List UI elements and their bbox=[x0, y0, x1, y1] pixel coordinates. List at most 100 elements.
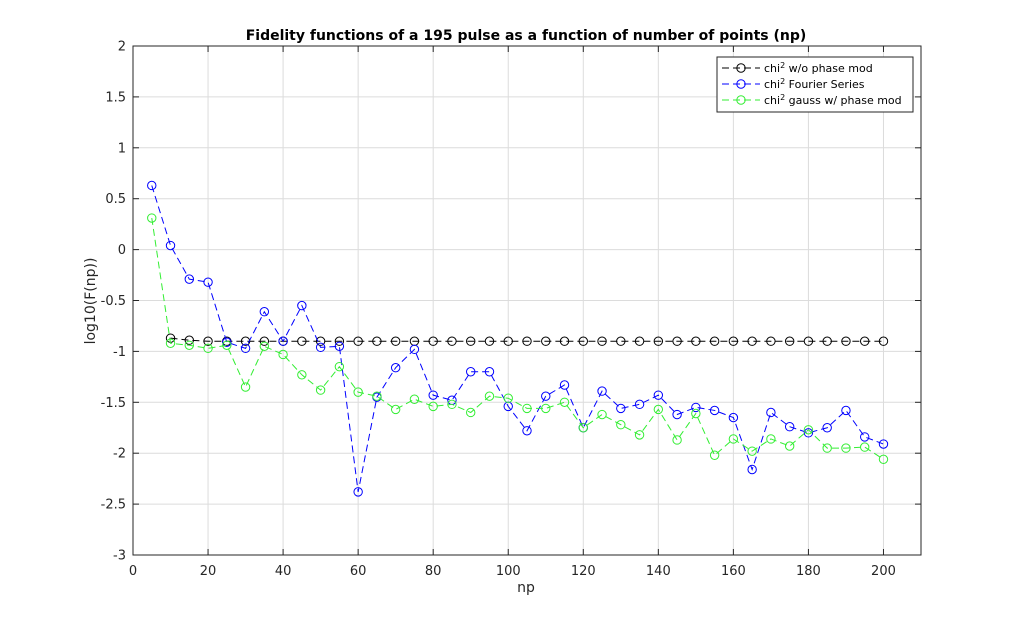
data-point bbox=[784, 441, 795, 451]
y-tick-label: 0 bbox=[118, 243, 126, 258]
data-point bbox=[597, 336, 607, 346]
data-point bbox=[672, 409, 682, 420]
data-point bbox=[728, 434, 739, 444]
data-point bbox=[222, 337, 232, 347]
data-point bbox=[409, 394, 420, 404]
data-point bbox=[165, 240, 176, 251]
legend-marker bbox=[736, 95, 746, 105]
data-point bbox=[353, 336, 363, 346]
data-point bbox=[597, 386, 607, 396]
data-point bbox=[447, 336, 457, 346]
data-point bbox=[878, 439, 889, 449]
data-point bbox=[428, 336, 438, 346]
data-point bbox=[747, 336, 757, 346]
data-point bbox=[634, 336, 645, 346]
data-point bbox=[597, 409, 607, 420]
data-point bbox=[784, 422, 795, 432]
data-point bbox=[522, 336, 532, 346]
data-point bbox=[541, 336, 551, 346]
legend: chi2 w/o phase mod chi2 Fourier Series chi… bbox=[716, 56, 914, 113]
data-point bbox=[297, 300, 307, 311]
data-point bbox=[766, 336, 776, 346]
series-layer bbox=[147, 180, 889, 497]
data-point bbox=[315, 342, 326, 353]
data-point bbox=[634, 399, 645, 410]
data-point bbox=[466, 407, 476, 418]
data-point bbox=[541, 391, 551, 401]
chart-title: Fidelity functions of a 195 pulse as a f… bbox=[246, 28, 807, 44]
data-point bbox=[390, 336, 401, 346]
y-tick-label: -3 bbox=[113, 549, 126, 564]
legend-entry: chi2 w/o phase mod bbox=[722, 61, 873, 75]
data-point bbox=[372, 391, 382, 401]
data-point bbox=[559, 380, 570, 390]
data-point bbox=[484, 367, 495, 377]
data-point bbox=[297, 336, 307, 346]
data-point bbox=[747, 446, 757, 456]
data-point bbox=[803, 336, 814, 346]
data-point bbox=[184, 274, 194, 284]
data-point bbox=[878, 336, 889, 346]
data-point bbox=[278, 349, 288, 360]
data-point bbox=[803, 428, 814, 438]
data-point bbox=[841, 405, 851, 416]
data-point bbox=[860, 442, 870, 452]
data-point bbox=[353, 487, 363, 497]
x-tick-label: 80 bbox=[425, 564, 442, 579]
series-2 bbox=[147, 180, 889, 497]
y-tick-label: -2 bbox=[113, 447, 126, 462]
data-point bbox=[259, 336, 270, 346]
data-point bbox=[691, 408, 701, 419]
data-point bbox=[503, 393, 513, 403]
data-point bbox=[841, 443, 851, 453]
x-tick-label: 160 bbox=[721, 564, 746, 579]
data-point bbox=[822, 423, 832, 433]
data-point bbox=[203, 336, 213, 346]
data-point bbox=[240, 343, 251, 354]
data-point bbox=[541, 403, 551, 414]
y-tick-label: -1 bbox=[113, 345, 126, 360]
data-point bbox=[616, 420, 626, 430]
y-tick-label: 2 bbox=[118, 40, 126, 55]
legend-entry: chi2 Fourier Series bbox=[722, 77, 865, 91]
data-point bbox=[390, 404, 401, 415]
data-point bbox=[634, 430, 645, 440]
data-point bbox=[222, 340, 232, 350]
data-point bbox=[203, 343, 213, 354]
data-point bbox=[709, 336, 720, 346]
data-point bbox=[522, 403, 532, 414]
data-point bbox=[784, 336, 795, 346]
data-point bbox=[653, 390, 664, 400]
data-point bbox=[334, 336, 345, 346]
y-tick-label: -2.5 bbox=[101, 498, 126, 513]
data-point bbox=[372, 336, 382, 346]
x-tick-label: 200 bbox=[871, 564, 896, 579]
data-point bbox=[447, 399, 457, 410]
data-point bbox=[860, 336, 870, 346]
data-point bbox=[559, 336, 570, 346]
x-tick-label: 20 bbox=[200, 564, 217, 579]
series-line bbox=[151, 217, 884, 460]
series-line bbox=[151, 185, 884, 492]
data-point bbox=[334, 361, 345, 372]
y-tick-label: 1 bbox=[118, 141, 126, 156]
series-3 bbox=[147, 213, 889, 465]
data-point bbox=[653, 336, 664, 346]
x-tick-label: 100 bbox=[496, 564, 521, 579]
data-point bbox=[878, 454, 889, 465]
data-point bbox=[278, 336, 288, 346]
data-point bbox=[466, 367, 476, 377]
data-point bbox=[203, 277, 213, 287]
data-point bbox=[803, 425, 814, 435]
data-point bbox=[616, 403, 626, 414]
legend-marker bbox=[736, 79, 746, 89]
data-point bbox=[822, 443, 832, 453]
data-point bbox=[747, 464, 757, 475]
x-tick-label: 0 bbox=[129, 564, 137, 579]
x-tick-label: 180 bbox=[796, 564, 821, 579]
data-point bbox=[259, 341, 270, 352]
data-point bbox=[709, 450, 720, 460]
x-tick-label: 140 bbox=[646, 564, 671, 579]
data-point bbox=[240, 382, 251, 392]
